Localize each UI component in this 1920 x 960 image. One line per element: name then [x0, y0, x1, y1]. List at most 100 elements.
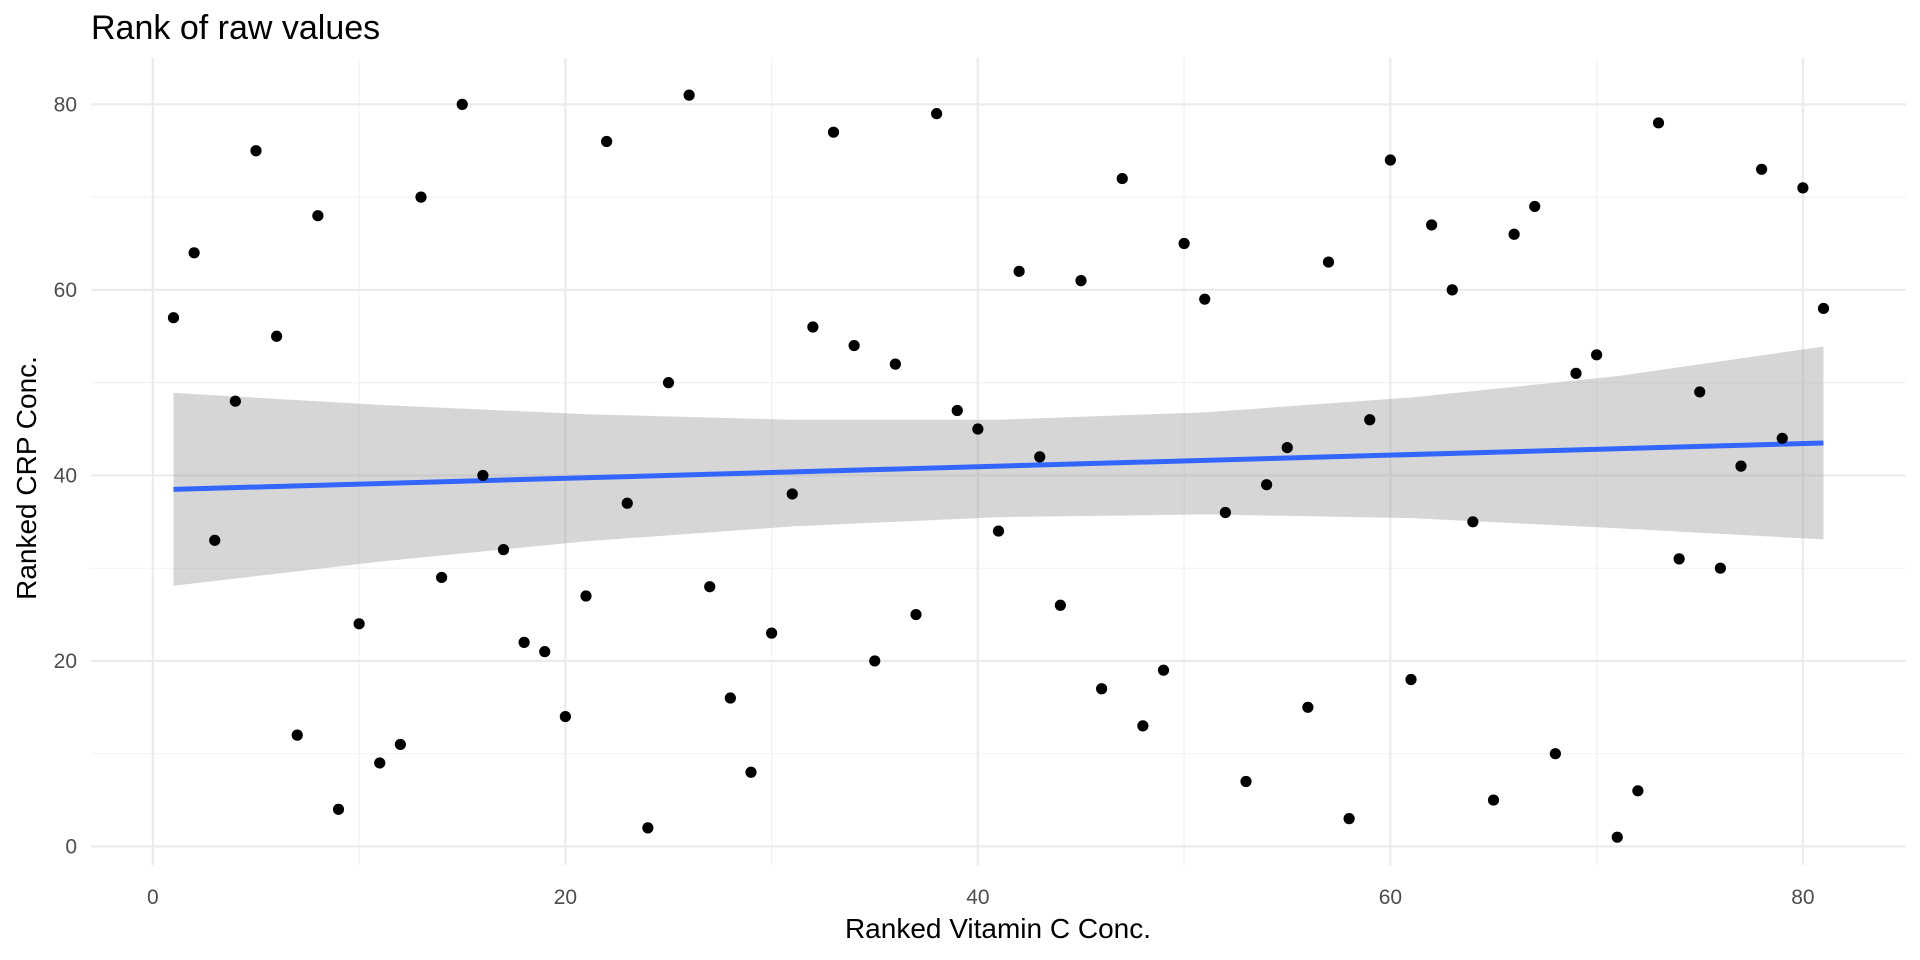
- data-point: [1426, 219, 1438, 231]
- data-point: [1405, 673, 1417, 686]
- data-point: [167, 312, 180, 324]
- x-tick-label: 20: [554, 886, 577, 909]
- data-point: [353, 618, 365, 630]
- data-point: [1343, 813, 1355, 825]
- data-point: [1652, 117, 1665, 129]
- data-point: [848, 339, 860, 352]
- data-point: [1137, 720, 1149, 732]
- data-point: [229, 395, 241, 407]
- data-point: [951, 404, 963, 417]
- data-point: [415, 191, 427, 203]
- y-tick-label: 80: [54, 93, 77, 116]
- data-point: [972, 423, 984, 435]
- x-tick-label: 60: [1379, 886, 1402, 909]
- data-point: [1714, 562, 1726, 574]
- data-point: [1384, 154, 1396, 166]
- data-point: [724, 692, 736, 704]
- data-point: [1178, 237, 1190, 250]
- data-point: [1240, 775, 1252, 788]
- data-point: [250, 145, 262, 157]
- x-tick-label: 40: [966, 886, 989, 909]
- data-point: [1013, 265, 1025, 277]
- data-point: [312, 210, 324, 222]
- data-point: [992, 525, 1005, 537]
- data-point: [271, 330, 283, 342]
- y-tick-label: 40: [54, 464, 77, 487]
- x-axis-label: Ranked Vitamin C Conc.: [845, 913, 1151, 944]
- data-point: [642, 822, 654, 834]
- data-point: [683, 89, 695, 101]
- chart-title: Rank of raw values: [91, 9, 380, 47]
- data-point: [497, 544, 510, 556]
- data-point: [1632, 785, 1644, 797]
- x-tick-label: 0: [147, 886, 159, 909]
- data-point: [332, 803, 345, 815]
- x-tick-label: 80: [1791, 886, 1814, 909]
- data-point: [869, 655, 881, 667]
- data-point: [559, 710, 571, 723]
- data-point: [601, 135, 613, 148]
- data-point: [436, 571, 448, 584]
- data-point: [1673, 553, 1685, 565]
- data-point: [1199, 293, 1211, 305]
- data-point: [1797, 182, 1809, 194]
- data-point: [1281, 441, 1293, 454]
- data-point: [1054, 599, 1066, 611]
- data-point: [1157, 664, 1170, 676]
- data-point: [209, 534, 221, 546]
- data-point: [827, 126, 840, 138]
- data-point: [1364, 414, 1376, 426]
- data-point: [786, 488, 798, 500]
- data-point: [1446, 284, 1458, 296]
- data-point: [1487, 794, 1500, 806]
- grid: [91, 58, 1906, 865]
- fit-line-layer: [173, 440, 1824, 492]
- data-point: [1776, 432, 1788, 444]
- data-point: [1735, 460, 1747, 472]
- data-point: [394, 738, 406, 751]
- data-point: [188, 247, 200, 259]
- data-point: [539, 646, 551, 658]
- data-point: [456, 98, 468, 110]
- data-point: [1322, 256, 1335, 268]
- data-point: [704, 581, 716, 593]
- data-point: [1508, 228, 1520, 240]
- data-point: [1467, 516, 1479, 528]
- data-point: [1570, 367, 1582, 379]
- data-point: [374, 757, 386, 769]
- data-point: [1694, 386, 1706, 398]
- data-point: [1817, 302, 1830, 315]
- data-point: [291, 729, 303, 741]
- data-point: [1075, 275, 1087, 287]
- data-point: [1096, 683, 1108, 695]
- data-point: [1261, 479, 1273, 491]
- data-point: [1529, 200, 1541, 213]
- fit-line: [173, 440, 1824, 492]
- data-point: [1219, 506, 1231, 519]
- data-point: [1591, 349, 1603, 361]
- data-point: [477, 469, 489, 482]
- data-point: [662, 377, 675, 389]
- data-point: [745, 766, 757, 778]
- data-point: [807, 321, 819, 333]
- data-point: [1756, 163, 1768, 175]
- data-point: [1116, 172, 1128, 185]
- data-point: [931, 108, 943, 120]
- data-point: [889, 358, 901, 370]
- data-point: [1611, 831, 1623, 843]
- y-tick-label: 20: [54, 650, 77, 673]
- y-tick-label: 0: [65, 835, 77, 858]
- data-point: [1302, 701, 1314, 713]
- data-point: [766, 627, 778, 639]
- data-point: [518, 636, 530, 648]
- data-point: [621, 497, 633, 509]
- data-point: [910, 608, 922, 621]
- y-tick-label: 60: [54, 279, 77, 302]
- data-point: [580, 590, 592, 602]
- tick-labels: 0 20 40 60 80 0 20 40 60 80: [54, 93, 1815, 909]
- data-points: [167, 89, 1830, 843]
- data-point: [1034, 451, 1046, 463]
- y-axis-label: Ranked CRP Conc.: [11, 356, 42, 600]
